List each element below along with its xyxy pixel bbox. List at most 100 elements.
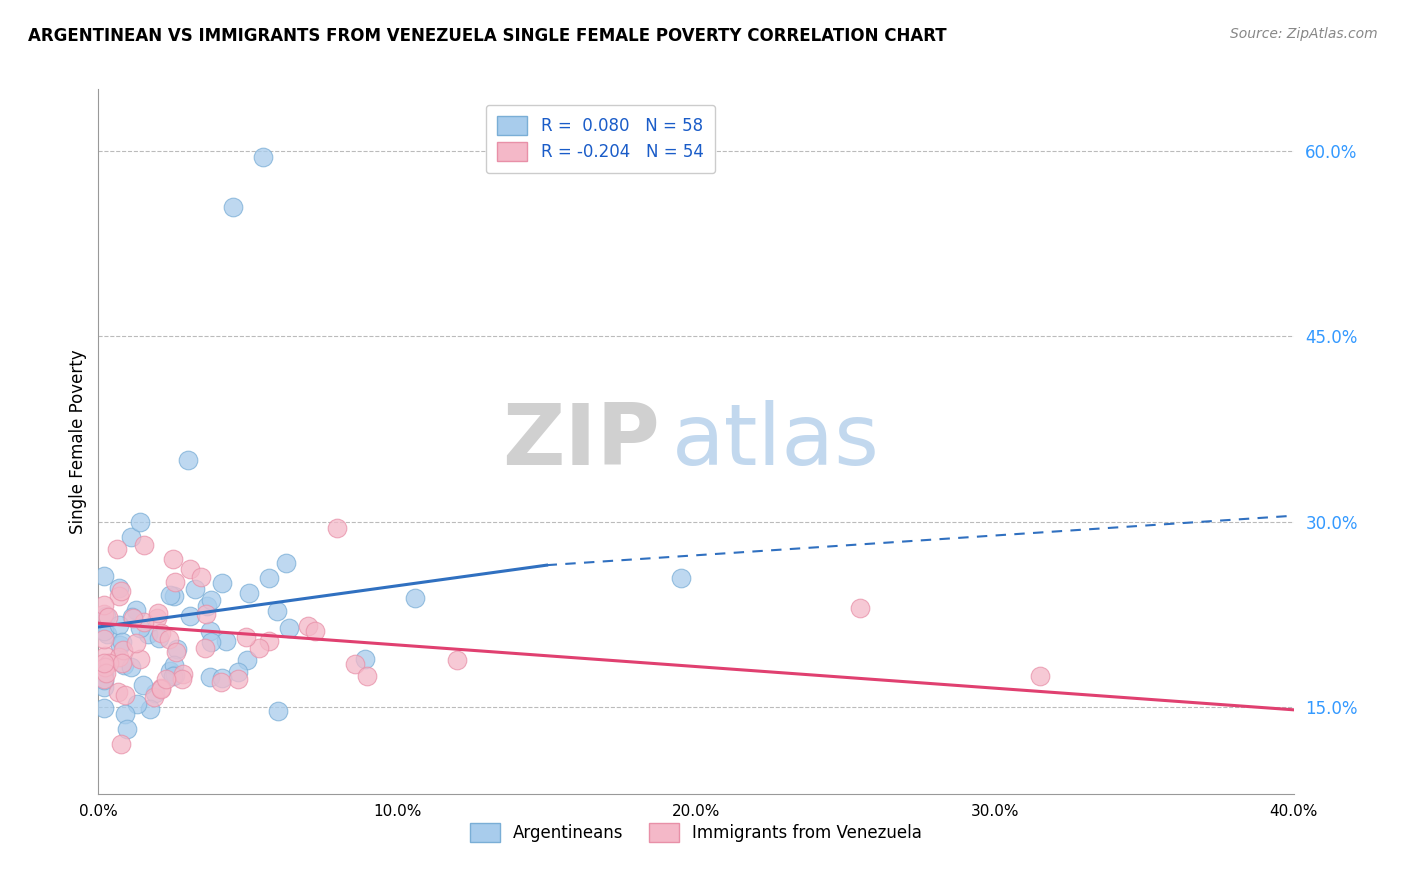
Point bbox=[96, 666, 118, 681]
Point bbox=[93, 649, 115, 664]
Point bbox=[93, 701, 115, 715]
Point bbox=[356, 669, 378, 683]
Point bbox=[93, 624, 115, 639]
Point bbox=[200, 635, 222, 649]
Point bbox=[179, 562, 201, 576]
Point bbox=[114, 688, 136, 702]
Point bbox=[267, 704, 290, 718]
Point bbox=[159, 588, 181, 602]
Point bbox=[326, 521, 349, 535]
Point bbox=[93, 607, 115, 621]
Point bbox=[166, 642, 188, 657]
Point bbox=[155, 672, 177, 686]
Point bbox=[172, 667, 194, 681]
Point bbox=[129, 652, 152, 666]
Point bbox=[125, 698, 148, 712]
Point bbox=[184, 582, 207, 597]
Point bbox=[194, 640, 217, 655]
Point bbox=[125, 636, 148, 650]
Text: atlas: atlas bbox=[672, 400, 880, 483]
Point bbox=[215, 633, 238, 648]
Point bbox=[669, 570, 692, 584]
Point bbox=[304, 624, 326, 638]
Point bbox=[149, 682, 172, 697]
Point bbox=[132, 538, 155, 552]
Point bbox=[446, 653, 468, 667]
Point bbox=[148, 606, 170, 620]
Point bbox=[111, 657, 134, 671]
Point bbox=[108, 581, 131, 595]
Point bbox=[226, 672, 249, 686]
Point bbox=[163, 657, 186, 672]
Point bbox=[165, 645, 187, 659]
Text: ARGENTINEAN VS IMMIGRANTS FROM VENEZUELA SINGLE FEMALE POVERTY CORRELATION CHART: ARGENTINEAN VS IMMIGRANTS FROM VENEZUELA… bbox=[28, 27, 946, 45]
Point bbox=[162, 669, 184, 683]
Point bbox=[93, 665, 115, 680]
Point bbox=[211, 576, 233, 591]
Point bbox=[235, 630, 257, 644]
Point bbox=[120, 659, 142, 673]
Point bbox=[148, 631, 170, 645]
Point bbox=[93, 657, 115, 671]
Point bbox=[150, 626, 173, 640]
Point bbox=[170, 672, 193, 686]
Point bbox=[149, 681, 172, 695]
Point bbox=[132, 678, 155, 692]
Point bbox=[222, 200, 245, 214]
Point bbox=[96, 609, 118, 624]
Point bbox=[209, 675, 232, 690]
Text: ZIP: ZIP bbox=[502, 400, 661, 483]
Point bbox=[129, 515, 152, 529]
Point bbox=[198, 624, 221, 639]
Point bbox=[114, 706, 136, 721]
Point bbox=[257, 634, 280, 648]
Point bbox=[177, 453, 200, 467]
Point bbox=[252, 150, 274, 164]
Point bbox=[277, 621, 299, 635]
Point bbox=[110, 738, 132, 752]
Point bbox=[107, 685, 129, 699]
Point bbox=[111, 635, 134, 649]
Point bbox=[108, 617, 131, 632]
Point bbox=[211, 671, 233, 685]
Point bbox=[344, 657, 367, 671]
Point bbox=[110, 583, 132, 598]
Point bbox=[165, 668, 187, 682]
Point bbox=[93, 598, 115, 612]
Point bbox=[297, 619, 319, 633]
Point bbox=[98, 656, 121, 670]
Point bbox=[108, 589, 131, 603]
Point bbox=[276, 556, 298, 570]
Point bbox=[129, 621, 152, 635]
Point bbox=[179, 609, 201, 624]
Point bbox=[105, 542, 128, 557]
Point bbox=[163, 589, 186, 603]
Point bbox=[112, 657, 135, 672]
Point bbox=[1028, 669, 1050, 683]
Point bbox=[159, 664, 181, 678]
Point bbox=[200, 670, 222, 684]
Point bbox=[138, 702, 160, 716]
Point bbox=[93, 673, 115, 687]
Point bbox=[96, 627, 118, 641]
Point bbox=[121, 609, 143, 624]
Point bbox=[93, 632, 115, 646]
Text: Source: ZipAtlas.com: Source: ZipAtlas.com bbox=[1230, 27, 1378, 41]
Point bbox=[195, 607, 218, 621]
Point bbox=[125, 602, 148, 616]
Point bbox=[136, 627, 159, 641]
Point bbox=[200, 593, 222, 607]
Point bbox=[143, 686, 166, 700]
Point bbox=[849, 601, 872, 615]
Point bbox=[266, 604, 288, 618]
Point bbox=[238, 586, 260, 600]
Point bbox=[146, 610, 169, 624]
Point bbox=[132, 615, 155, 630]
Point bbox=[190, 570, 212, 584]
Point bbox=[226, 665, 249, 679]
Legend: Argentineans, Immigrants from Venezuela: Argentineans, Immigrants from Venezuela bbox=[464, 816, 928, 849]
Point bbox=[93, 680, 115, 694]
Point bbox=[259, 571, 281, 585]
Point bbox=[112, 642, 135, 657]
Point bbox=[143, 690, 166, 705]
